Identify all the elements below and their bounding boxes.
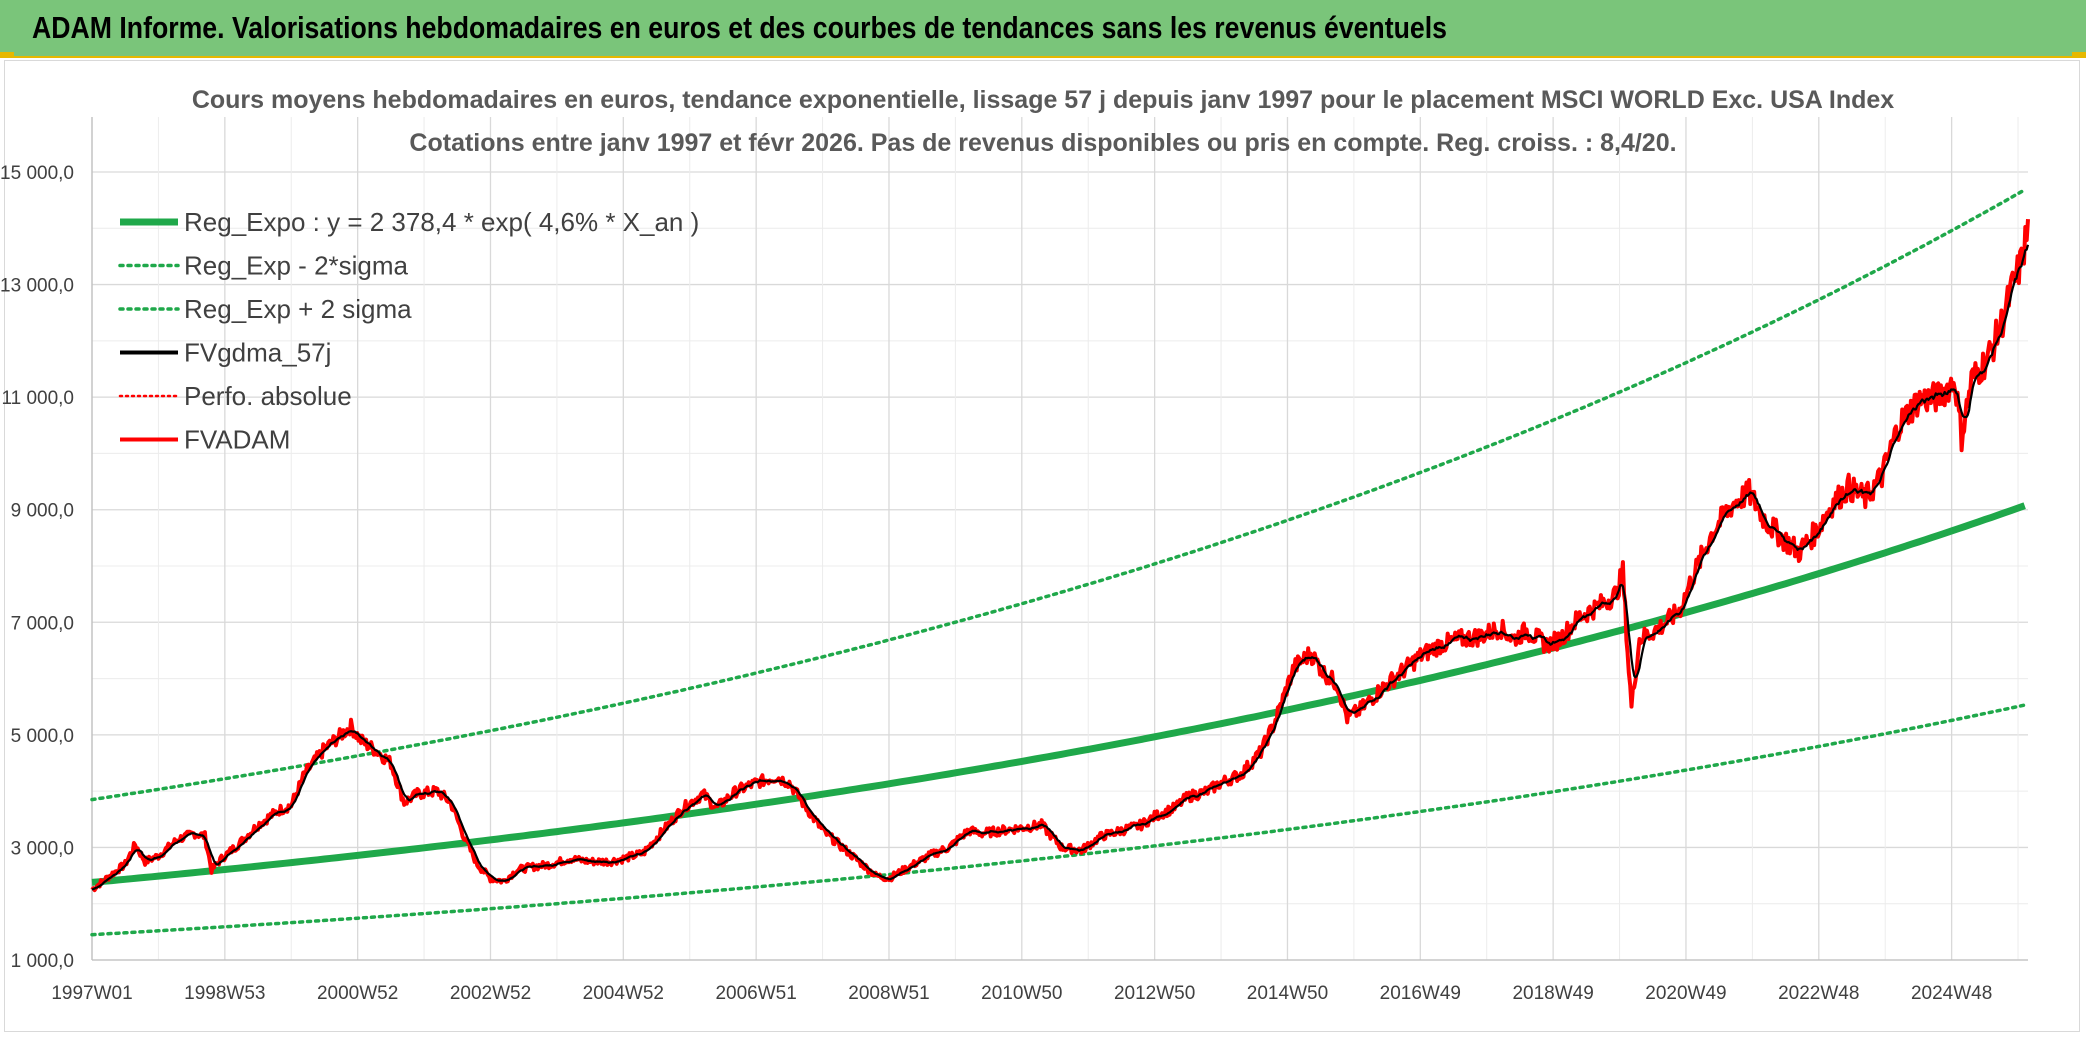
y-tick-label: 7 000,0	[11, 613, 74, 634]
series-reg-expo	[91, 502, 2026, 886]
legend-label: Reg_Exp + 2 sigma	[184, 294, 412, 324]
x-tick-label: 2000W52	[317, 983, 398, 1004]
legend-label: Reg_Expo : y = 2 378,4 * exp( 4,6% * X_a…	[184, 207, 699, 237]
series-lines	[90, 188, 2030, 937]
chart-subtitle: Cotations entre janv 1997 et févr 2026. …	[409, 129, 1676, 157]
x-tick-labels: 1997W01 1998W53 2000W52 2002W52 2004W52 2006W…	[51, 983, 1992, 1004]
x-tick-label: 2020W49	[1645, 983, 1726, 1004]
chart-frame	[4, 60, 2080, 1032]
title-banner: ADAM Informe. Valorisations hebdomadaire…	[0, 0, 2086, 58]
series-reg-minus-2sigma	[90, 703, 2027, 937]
legend: Reg_Expo : y = 2 378,4 * exp( 4,6% * X_a…	[118, 207, 699, 455]
x-tick-label: 1998W53	[184, 983, 265, 1004]
y-tick-label: 1 000,0	[11, 951, 74, 972]
x-tick-label: 2022W48	[1778, 983, 1859, 1004]
y-tick-label: 3 000,0	[11, 838, 74, 859]
corner-mark-left	[0, 52, 14, 58]
x-tick-label: 2014W50	[1247, 983, 1328, 1004]
x-tick-label: 2016W49	[1380, 983, 1461, 1004]
series-fvgdma-57j	[91, 244, 2030, 891]
x-tick-label: 2018W49	[1512, 983, 1593, 1004]
x-tick-label: 2012W50	[1114, 983, 1195, 1004]
banner-title: ADAM Informe. Valorisations hebdomadaire…	[32, 10, 1447, 45]
series-reg-plus-2sigma	[90, 188, 2027, 802]
y-tick-labels: 1 000,0 3 000,0 5 000,0 7 000,0 9 000,0 11 00…	[0, 163, 74, 972]
x-tick-label: 2010W50	[981, 983, 1062, 1004]
x-tick-label: 1997W01	[51, 983, 132, 1004]
x-tick-label: 2002W52	[450, 983, 531, 1004]
chart-title: Cours moyens hebdomadaires en euros, ten…	[192, 86, 1894, 114]
legend-label: Perfo. absolue	[184, 381, 352, 411]
grid-lines	[91, 117, 2028, 961]
legend-label: FVgdma_57j	[184, 338, 331, 368]
x-tick-label: 2006W51	[715, 983, 796, 1004]
x-tick-label: 2004W52	[583, 983, 664, 1004]
x-tick-label: 2024W48	[1911, 983, 1992, 1004]
y-tick-label: 13 000,0	[0, 276, 74, 297]
x-tick-label: 2008W51	[848, 983, 929, 1004]
legend-label: Reg_Exp - 2*sigma	[184, 251, 409, 281]
y-tick-label: 5 000,0	[11, 726, 74, 747]
y-tick-label: 9 000,0	[11, 501, 74, 522]
y-tick-label: 15 000,0	[0, 163, 74, 184]
legend-label: FVADAM	[184, 425, 290, 455]
corner-mark-right	[2072, 52, 2086, 58]
y-tick-label: 11 000,0	[1, 388, 74, 409]
